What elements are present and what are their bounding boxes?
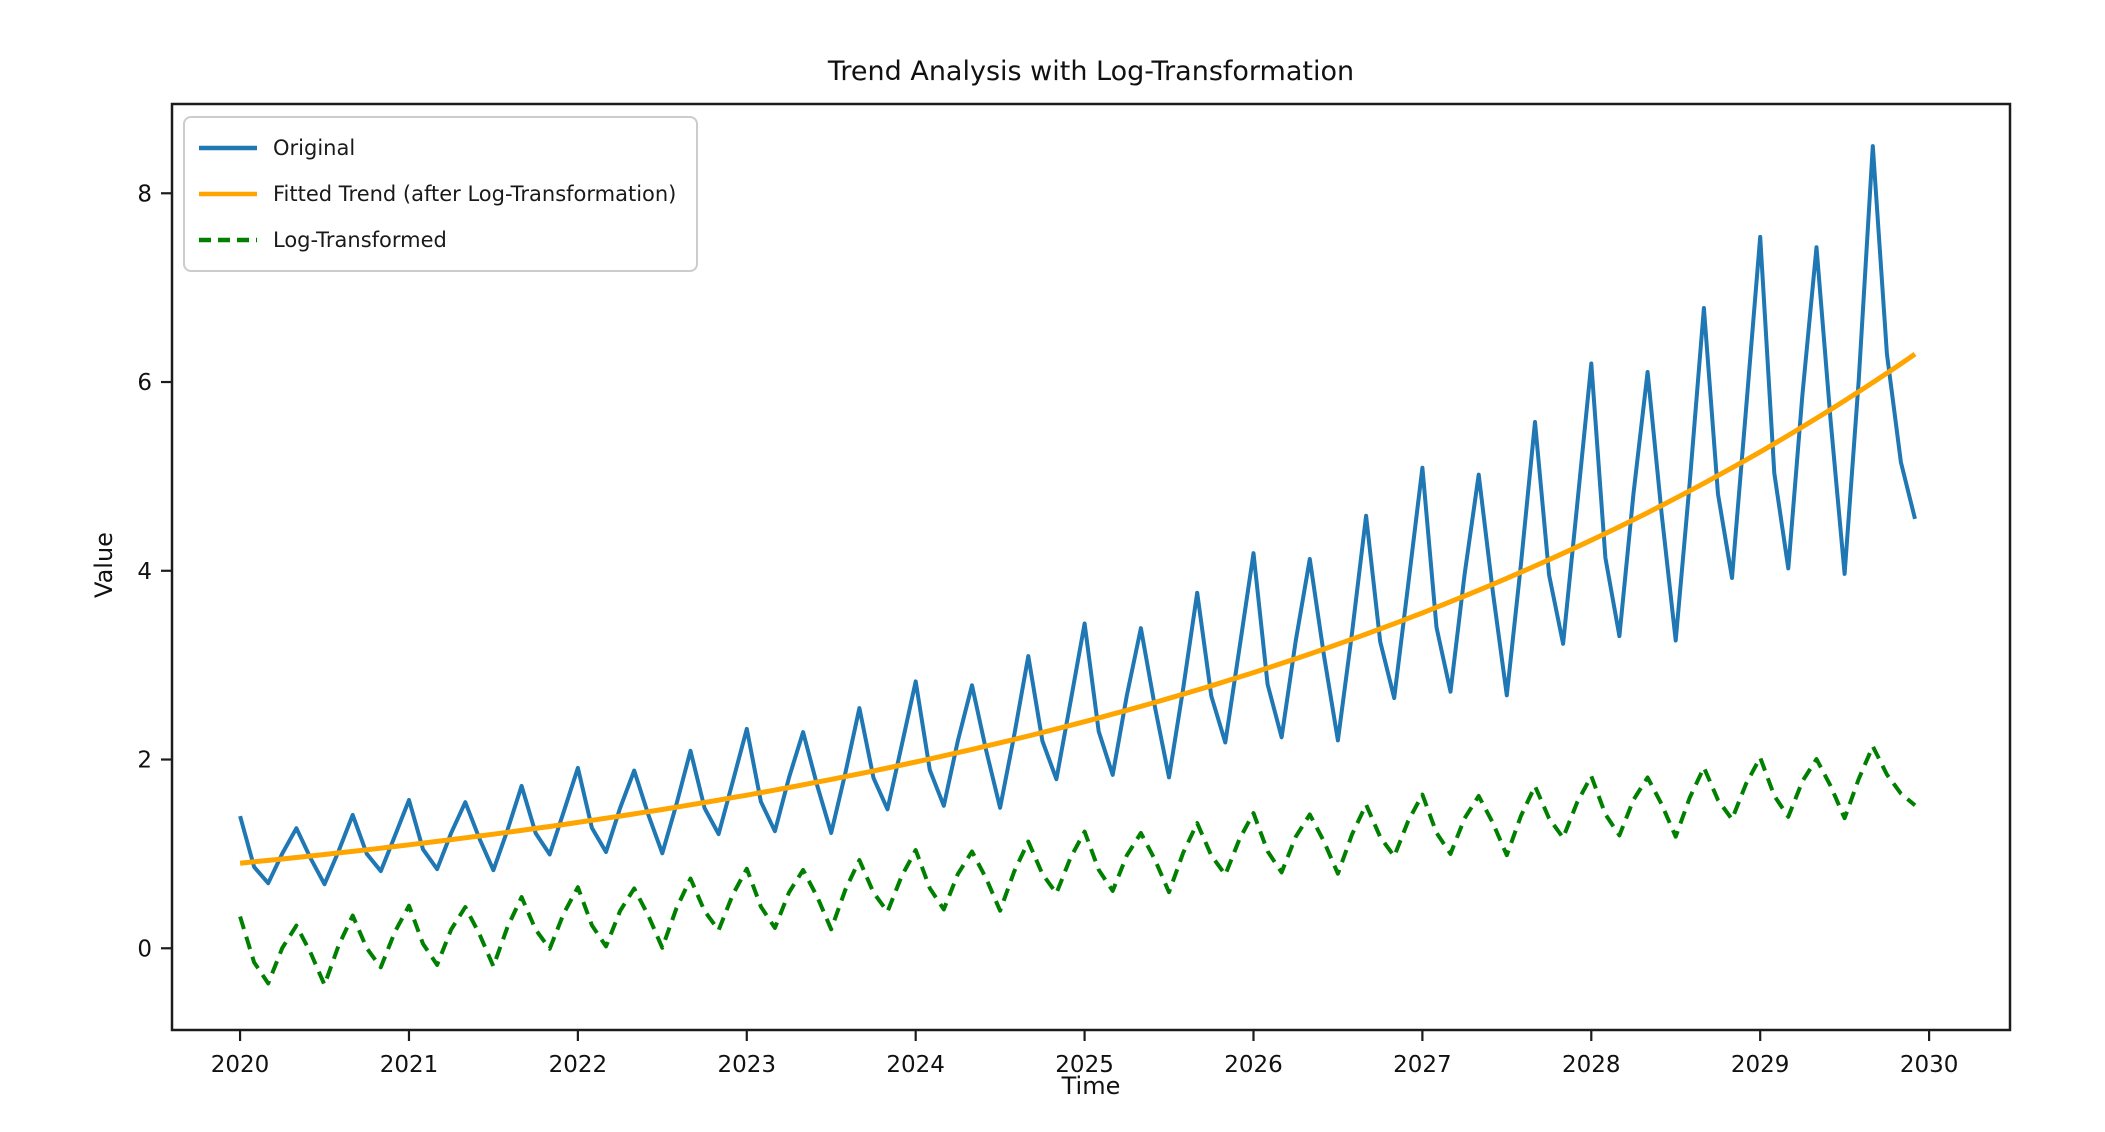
series-original-line (238, 144, 1917, 887)
x-tick-label: 2025 (1055, 1052, 1114, 1078)
series-fitted-trend-line (239, 352, 1917, 866)
x-tick-label: 2021 (380, 1052, 439, 1078)
series-log-transformed-line (238, 744, 1917, 987)
legend-item-log-transformed: Log-Transformed (199, 220, 676, 260)
y-tick-label: 6 (137, 370, 152, 396)
legend-item-fitted-trend: Fitted Trend (after Log-Transformation) (199, 174, 676, 214)
x-tick-label: 2023 (718, 1052, 777, 1078)
y-axis-label: Value (90, 532, 118, 598)
x-tick-label: 2028 (1562, 1052, 1621, 1078)
legend-label: Fitted Trend (after Log-Transformation) (273, 182, 677, 206)
x-tick-label: 2024 (886, 1052, 945, 1078)
legend-line-sample-solid-blue (199, 144, 257, 152)
x-tick-label: 2029 (1731, 1052, 1790, 1078)
y-tick-label: 2 (137, 748, 152, 774)
x-tick-label: 2020 (211, 1052, 270, 1078)
y-tick-label: 0 (137, 936, 152, 962)
y-tick-label: 4 (137, 559, 152, 585)
legend-line-sample-dashed-green (199, 236, 257, 244)
x-tick-label: 2027 (1393, 1052, 1452, 1078)
x-tick-label: 2022 (549, 1052, 608, 1078)
chart-title: Trend Analysis with Log-Transformation (827, 56, 1355, 87)
plot-frame (170, 102, 2012, 1032)
legend: Original Fitted Trend (after Log-Transfo… (183, 116, 699, 272)
legend-label: Original (273, 136, 356, 160)
legend-label: Log-Transformed (273, 228, 447, 252)
x-tick-label: 2026 (1224, 1052, 1283, 1078)
legend-item-original: Original (199, 128, 676, 168)
x-axis-label: Time (1061, 1072, 1121, 1100)
x-tick-label: 2030 (1900, 1052, 1959, 1078)
y-tick-label: 8 (137, 181, 152, 207)
legend-line-sample-solid-orange (199, 190, 257, 198)
